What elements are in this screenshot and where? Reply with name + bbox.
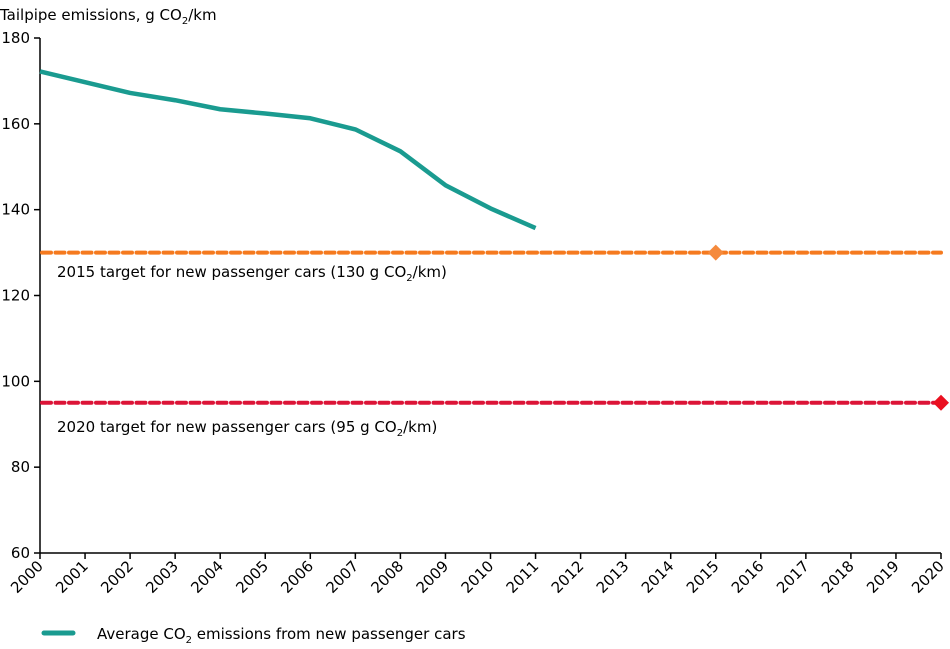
x-tick-label: 2017: [773, 557, 813, 597]
axes: [39, 38, 941, 554]
x-tick-label: 2007: [322, 557, 362, 597]
series-line: [39, 69, 537, 231]
y-tick-label: 140: [1, 201, 30, 219]
y-axis-title-prefix: Tailpipe emissions, g CO: [0, 6, 182, 24]
target-2015-label-sub: 2: [406, 273, 412, 284]
x-tick-label: 2015: [683, 557, 723, 597]
legend-label-sub: 2: [186, 635, 192, 646]
target-2015-marker: [707, 244, 724, 261]
y-ticks: 60 80 100 120 140 160 180: [1, 29, 40, 562]
y-axis-title-sub: 2: [182, 16, 188, 27]
x-tick-label: 2018: [818, 557, 858, 597]
legend-label-suffix: emissions from new passenger cars: [192, 625, 466, 643]
x-tick-label: 2012: [548, 557, 588, 597]
y-axis-title: Tailpipe emissions, g CO2/km: [0, 6, 217, 27]
target-2020-marker: [933, 394, 949, 411]
target-2020-label-prefix: 2020 target for new passenger cars (95 g…: [57, 418, 397, 436]
target-2020-label-sub: 2: [397, 428, 403, 439]
y-axis-title-suffix: /km: [188, 6, 216, 24]
y-tick-label: 80: [11, 458, 30, 476]
legend: Average CO2 emissions from new passenger…: [41, 625, 466, 646]
target-2020-label: 2020 target for new passenger cars (95 g…: [57, 418, 437, 439]
x-tick-label: 2009: [413, 557, 453, 597]
target-2015-label-prefix: 2015 target for new passenger cars (130 …: [57, 263, 406, 281]
legend-label: Average CO2 emissions from new passenger…: [97, 625, 466, 646]
target-2015-label-suffix: /km): [413, 263, 447, 281]
x-tick-label: 2020: [908, 557, 948, 597]
x-tick-label: 2016: [728, 557, 768, 597]
y-tick-label: 160: [1, 115, 30, 133]
x-tick-label: 2004: [187, 557, 227, 597]
x-tick-label: 2002: [97, 557, 137, 597]
series: [39, 69, 537, 231]
x-tick-label: 2014: [638, 557, 678, 597]
x-tick-label: 2003: [142, 557, 182, 597]
x-tick-label: 2006: [277, 557, 317, 597]
legend-label-prefix: Average CO: [97, 625, 186, 643]
target-2015-label: 2015 target for new passenger cars (130 …: [57, 263, 447, 284]
x-tick-label: 2010: [458, 557, 498, 597]
x-tick-label: 2000: [7, 557, 47, 597]
x-tick-label: 2005: [232, 557, 272, 597]
x-tick-label: 2011: [503, 557, 543, 597]
x-tick-label: 2008: [367, 557, 407, 597]
y-tick-label: 120: [1, 287, 30, 305]
x-tick-label: 2019: [863, 557, 903, 597]
x-tick-label: 2013: [593, 557, 633, 597]
y-tick-label: 60: [11, 544, 30, 562]
x-ticks: 2000 2001 2002 2003 2004 2005 2006 2007 2008 2009…: [7, 553, 948, 597]
y-tick-label: 100: [1, 372, 30, 390]
target-2020-label-suffix: /km): [403, 418, 437, 436]
reference-lines: [40, 244, 949, 411]
x-tick-label: 2001: [52, 557, 92, 597]
y-tick-label: 180: [1, 29, 30, 47]
